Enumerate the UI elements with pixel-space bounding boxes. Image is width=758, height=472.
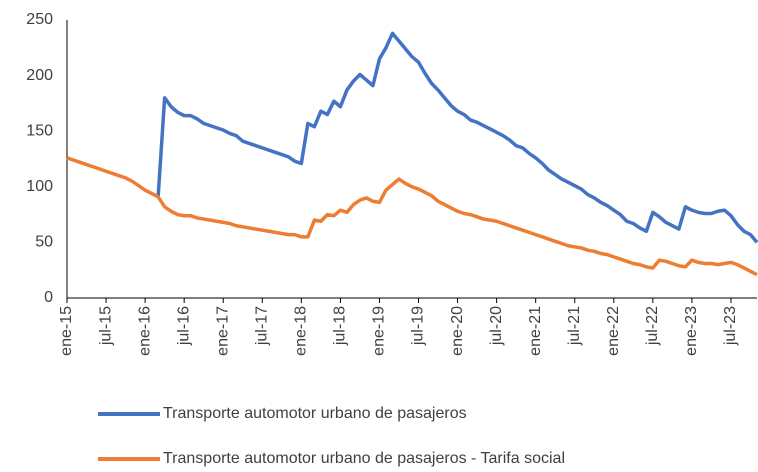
x-tick-label: ene-19	[371, 306, 388, 356]
x-tick-label: ene-23	[683, 306, 700, 356]
x-tick-label: ene-20	[449, 306, 466, 356]
y-tick-label: 100	[26, 178, 53, 195]
x-tick-label: ene-18	[293, 306, 310, 356]
y-tick-label: 0	[44, 289, 53, 306]
series-line	[66, 156, 758, 277]
x-tick-label: ene-22	[605, 306, 622, 356]
y-tick-label: 250	[26, 11, 53, 28]
x-tick-label: jul-19	[410, 306, 427, 346]
series-line	[156, 31, 758, 244]
y-tick-label: 200	[26, 67, 53, 84]
legend-label: Transporte automotor urbano de pasajeros…	[163, 450, 565, 467]
x-tick-label: jul-23	[722, 306, 739, 346]
x-tick-label: jul-22	[644, 306, 661, 346]
x-tick-label: jul-15	[97, 306, 114, 346]
x-tick-label: jul-17	[254, 306, 271, 346]
x-tick-label: jul-18	[332, 306, 349, 346]
x-tick-label: ene-15	[58, 306, 75, 356]
x-tick-label: jul-20	[488, 306, 505, 346]
y-tick-label: 50	[35, 234, 53, 251]
x-tick-label: jul-16	[175, 306, 192, 346]
y-tick-label: 150	[26, 122, 53, 139]
x-tick-label: ene-21	[527, 306, 544, 356]
x-tick-label: ene-16	[136, 306, 153, 356]
x-tick-label: jul-21	[566, 306, 583, 346]
legend-label: Transporte automotor urbano de pasajeros	[163, 405, 467, 422]
x-tick-label: ene-17	[214, 306, 231, 356]
